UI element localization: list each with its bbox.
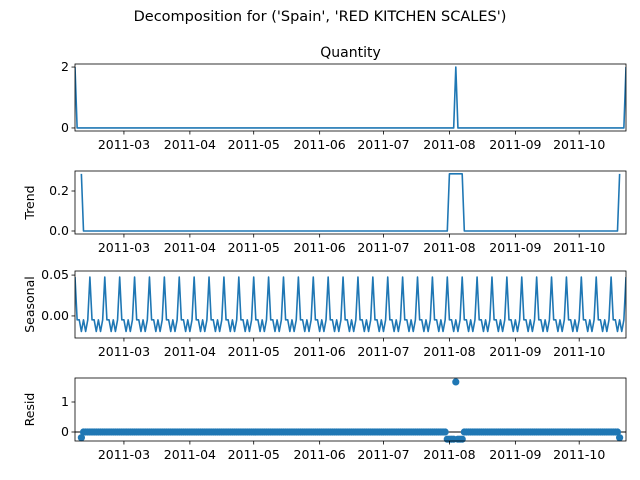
y-tick-label: 0 — [61, 424, 69, 439]
panel-3: 0.00 0.05 2011-03 2011-04 2011-05 2011-06 2011… — [22, 267, 627, 359]
x-tick-label: 2011-03 — [98, 240, 150, 255]
panel-2: 0.0 0.2 2011-03 2011-04 2011-05 2011-06 2011-0… — [22, 170, 627, 255]
x-tick-label: 2011-04 — [164, 344, 216, 359]
x-tick-label: 2011-09 — [489, 240, 541, 255]
plot-area — [75, 378, 626, 443]
x-tick-label: 2011-03 — [98, 344, 150, 359]
x-tick-label: 2011-09 — [489, 344, 541, 359]
figure-suptitle: Decomposition for ('Spain', 'RED KITCHEN… — [134, 9, 507, 25]
x-tick-label: 2011-10 — [553, 344, 605, 359]
x-tick-label: 2011-04 — [164, 137, 216, 152]
panel-1: 0 2 2011-03 2011-04 2011-05 2011-06 2011-07 201… — [61, 45, 627, 152]
x-tick-label: 2011-05 — [228, 344, 280, 359]
y-tick-label: 0.00 — [41, 308, 69, 323]
x-tick-label: 2011-08 — [423, 137, 475, 152]
y-tick-label: 2 — [61, 59, 69, 74]
x-tick-label: 2011-05 — [228, 447, 280, 462]
x-tick-label: 2011-03 — [98, 137, 150, 152]
x-tick-label: 2011-10 — [553, 447, 605, 462]
x-tick-label: 2011-08 — [423, 344, 475, 359]
x-tick-label: 2011-10 — [553, 137, 605, 152]
series-line — [75, 276, 626, 333]
x-tick-label: 2011-10 — [553, 240, 605, 255]
y-tick-label: 1 — [61, 394, 69, 409]
y-tick-label: 0.2 — [49, 183, 69, 198]
axes-frame — [74, 170, 627, 235]
x-tick-label: 2011-06 — [294, 137, 346, 152]
x-tick-label: 2011-04 — [164, 447, 216, 462]
resid-point — [458, 435, 466, 443]
resid-point — [613, 428, 622, 436]
x-tick-label: 2011-06 — [294, 344, 346, 359]
plot-area — [75, 276, 626, 333]
x-tick-label: 2011-06 — [294, 240, 346, 255]
x-tick-label: 2011-07 — [357, 447, 409, 462]
plot-area — [80, 173, 621, 232]
y-tick-label: 0 — [61, 120, 69, 135]
y-axis-label: Resid — [22, 393, 37, 427]
x-tick-label: 2011-07 — [357, 137, 409, 152]
series-line — [80, 173, 621, 232]
x-tick-label: 2011-08 — [423, 240, 475, 255]
y-tick-label: 0.0 — [49, 223, 69, 238]
series-line — [75, 66, 626, 129]
x-tick-label: 2011-03 — [98, 447, 150, 462]
panel-title: Quantity — [320, 45, 381, 61]
resid-point — [452, 378, 460, 386]
x-tick-label: 2011-05 — [228, 240, 280, 255]
x-tick-label: 2011-05 — [228, 137, 280, 152]
axes-frame — [74, 63, 627, 132]
resid-point — [441, 428, 449, 436]
plot-area — [75, 66, 626, 129]
x-tick-label: 2011-09 — [489, 447, 541, 462]
x-tick-label: 2011-07 — [357, 344, 409, 359]
x-tick-label: 2011-04 — [164, 240, 216, 255]
resid-point — [616, 434, 624, 442]
axes-frame — [74, 270, 627, 339]
y-axis-label: Seasonal — [22, 276, 37, 333]
x-tick-label: 2011-07 — [357, 240, 409, 255]
resid-point — [77, 434, 85, 442]
y-tick-label: 0.05 — [41, 267, 69, 282]
y-axis-label: Trend — [22, 185, 37, 220]
x-tick-label: 2011-06 — [294, 447, 346, 462]
x-tick-label: 2011-09 — [489, 137, 541, 152]
axes-frame — [74, 377, 627, 442]
x-tick-label: 2011-08 — [423, 447, 475, 462]
panel-4: 0 1 2011-03 2011-04 2011-05 2011-06 2011-07 201… — [22, 377, 627, 462]
